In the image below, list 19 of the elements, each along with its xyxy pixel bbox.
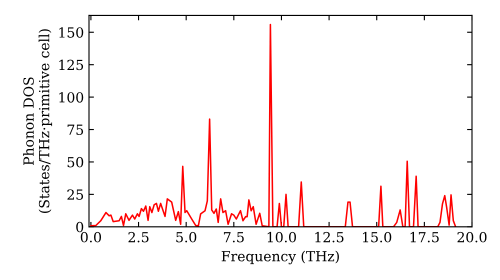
x-tick-label: 0.0 <box>80 232 102 242</box>
y-tick-label: 0 <box>76 222 84 232</box>
line-series <box>90 24 456 227</box>
x-axis-title: Frequency (THz) <box>222 250 339 264</box>
y-tick-label: 150 <box>59 27 84 38</box>
y-axis-title: Phonon DOS (States/THz·primitive cell) <box>23 29 52 213</box>
x-tick-label: 10.0 <box>268 232 296 242</box>
x-tick-label: 20.0 <box>457 232 487 242</box>
y-tick-label: 75 <box>68 124 84 136</box>
x-tick-label: 5.0 <box>176 232 196 242</box>
x-tick-label: 12.5 <box>315 232 344 242</box>
y-tick-label: 25 <box>67 189 84 200</box>
x-tick-label: 7.5 <box>224 232 244 242</box>
x-tick-label: 2.5 <box>128 232 149 242</box>
y-tick-label: 125 <box>59 60 84 70</box>
x-tick-label: 17.5 <box>410 232 439 242</box>
y-tick-label: 50 <box>68 156 84 168</box>
x-tick-label: 15.0 <box>362 232 392 242</box>
y-tick-label: 100 <box>59 92 84 103</box>
